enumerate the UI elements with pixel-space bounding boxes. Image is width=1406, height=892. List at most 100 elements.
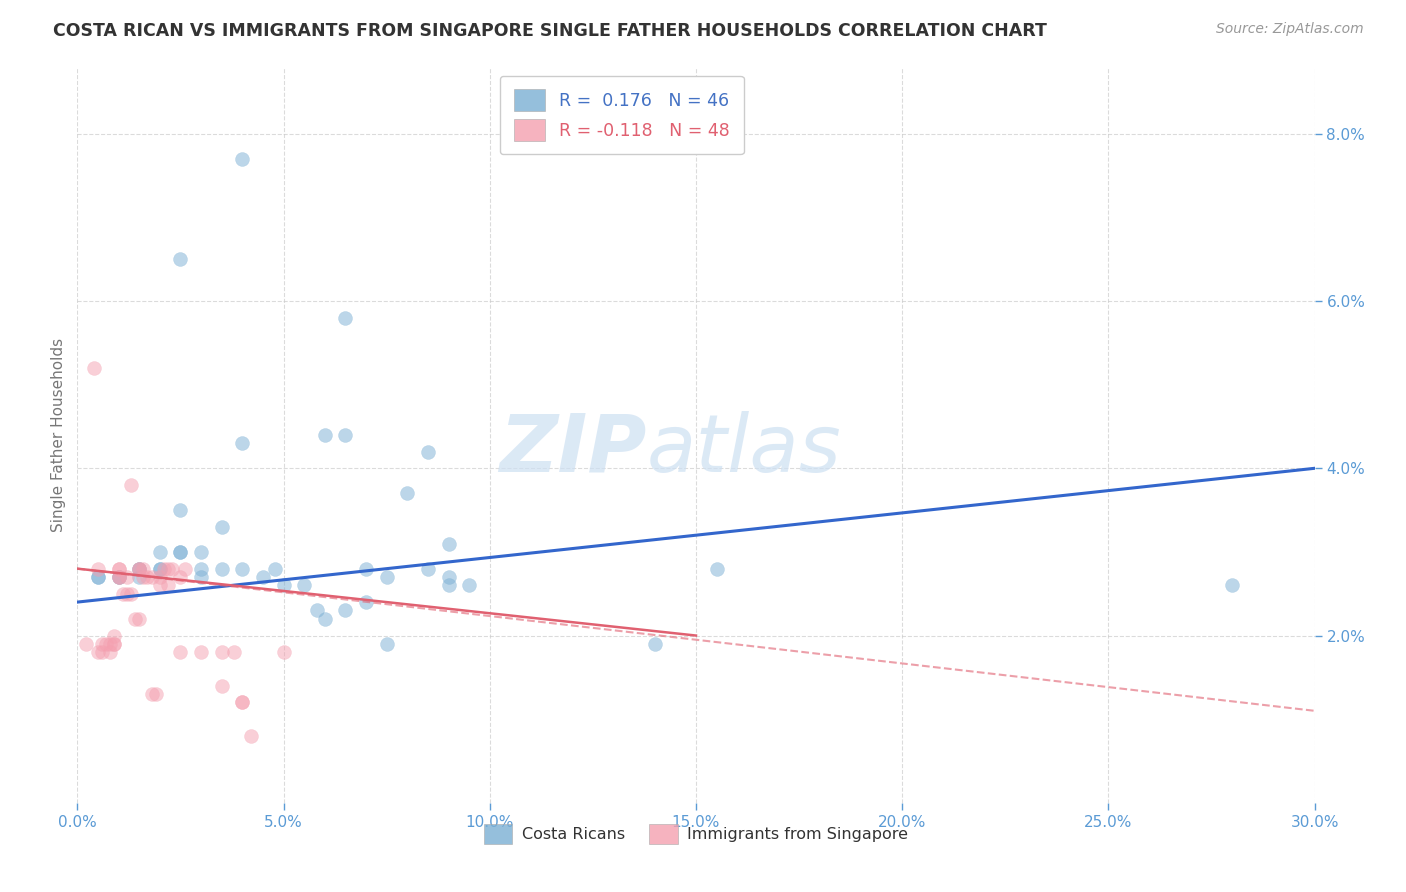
Point [128,562,150,576]
Point [87,570,110,584]
Point [136,570,159,584]
Point [87,645,110,659]
Point [173,562,195,576]
Point [157,578,180,592]
Point [96,637,118,651]
Point [149,545,172,559]
Point [107,562,129,576]
Point [141,687,163,701]
Point [706,562,728,576]
Point [141,570,163,584]
Point [169,645,191,659]
Point [314,612,336,626]
Point [132,570,155,584]
Point [354,562,377,576]
Point [190,570,212,584]
Point [239,729,262,743]
Point [107,570,129,584]
Point [111,587,134,601]
Point [437,570,460,584]
Point [416,562,439,576]
Point [145,687,167,701]
Point [160,562,183,576]
Legend: Costa Ricans, Immigrants from Singapore: Costa Ricans, Immigrants from Singapore [477,818,915,850]
Point [190,545,212,559]
Point [153,562,176,576]
Point [157,562,180,576]
Point [132,562,155,576]
Point [231,696,253,710]
Point [120,587,142,601]
Point [375,570,398,584]
Point [128,562,150,576]
Point [458,578,481,592]
Point [103,637,125,651]
Point [169,503,191,517]
Point [87,570,110,584]
Text: ZIP: ZIP [499,410,647,489]
Point [273,578,295,592]
Point [98,645,121,659]
Point [190,562,212,576]
Point [169,545,191,559]
Point [149,562,172,576]
Point [314,427,336,442]
Point [83,360,105,375]
Point [115,587,138,601]
Point [107,570,129,584]
Text: COSTA RICAN VS IMMIGRANTS FROM SINGAPORE SINGLE FATHER HOUSEHOLDS CORRELATION CH: COSTA RICAN VS IMMIGRANTS FROM SINGAPORE… [53,22,1047,40]
Point [211,520,233,534]
Point [222,645,245,659]
Point [128,570,150,584]
Point [103,637,125,651]
Point [211,645,233,659]
Point [416,444,439,458]
Point [231,562,253,576]
Point [107,570,129,584]
Point [128,612,150,626]
Point [252,570,274,584]
Point [115,570,138,584]
Point [98,637,121,651]
Point [273,645,295,659]
Point [103,628,125,642]
Point [75,637,97,651]
Point [124,612,146,626]
Point [375,637,398,651]
Point [437,536,460,550]
Point [1220,578,1243,592]
Point [87,562,110,576]
Point [149,578,172,592]
Point [120,478,142,492]
Point [107,570,129,584]
Point [211,679,233,693]
Point [128,562,150,576]
Point [354,595,377,609]
Point [107,562,129,576]
Y-axis label: Single Father Households: Single Father Households [51,338,66,532]
Point [91,637,114,651]
Point [335,310,357,325]
Point [335,603,357,617]
Point [231,436,253,450]
Point [169,252,191,267]
Point [128,562,150,576]
Point [190,645,212,659]
Point [305,603,328,617]
Point [437,578,460,592]
Point [149,562,172,576]
Point [292,578,315,592]
Point [231,696,253,710]
Point [91,645,114,659]
Point [231,152,253,166]
Point [644,637,666,651]
Point [149,570,172,584]
Point [211,562,233,576]
Point [169,545,191,559]
Point [264,562,287,576]
Point [335,427,357,442]
Point [169,570,191,584]
Text: Source: ZipAtlas.com: Source: ZipAtlas.com [1216,22,1364,37]
Point [396,486,419,500]
Text: atlas: atlas [647,410,841,489]
